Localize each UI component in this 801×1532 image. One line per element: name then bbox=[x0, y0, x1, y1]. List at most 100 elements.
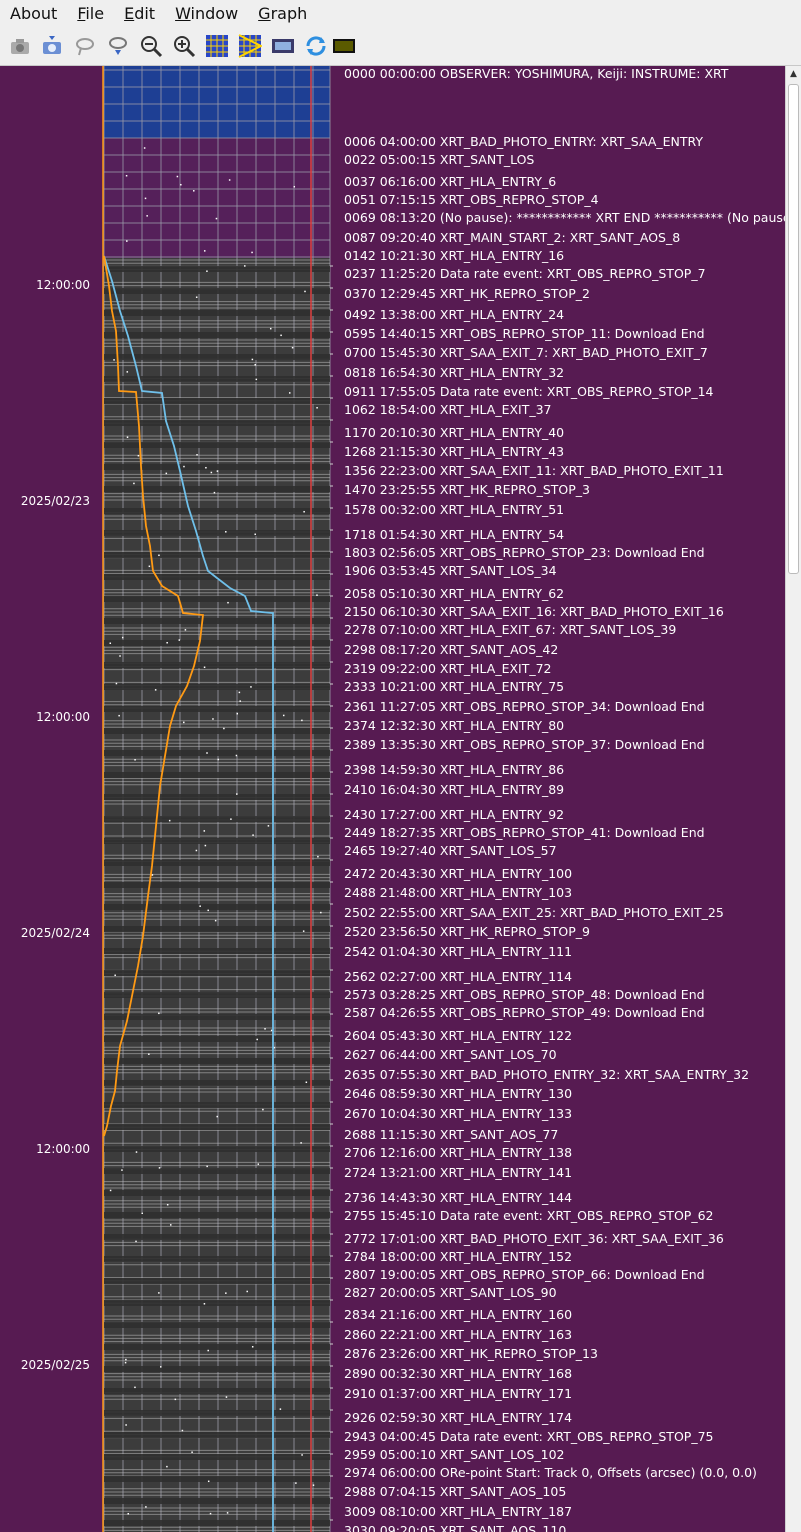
event-dot bbox=[203, 1303, 206, 1305]
track-gap bbox=[104, 1036, 330, 1042]
event-dot bbox=[118, 714, 120, 717]
event-dot bbox=[230, 818, 232, 820]
event-entry: 2058 05:10:30 XRT_HLA_ENTRY_62 bbox=[344, 586, 565, 601]
track-gap bbox=[104, 618, 330, 624]
track-gap bbox=[104, 1278, 330, 1284]
track-gap bbox=[104, 1388, 330, 1394]
track-gap bbox=[104, 1102, 330, 1108]
track-gap bbox=[104, 1212, 330, 1218]
track-gap bbox=[104, 1432, 330, 1438]
track-gap bbox=[104, 398, 330, 404]
track-gap bbox=[104, 1454, 330, 1460]
event-entry: 1718 01:54:30 XRT_HLA_ENTRY_54 bbox=[344, 527, 565, 542]
menu-graph[interactable]: Graph bbox=[258, 4, 308, 23]
event-dot bbox=[148, 565, 151, 568]
event-dot bbox=[121, 1169, 123, 1171]
event-dot bbox=[206, 752, 208, 754]
event-entry: 2943 04:00:45 Data rate event: XRT_OBS_R… bbox=[344, 1429, 714, 1444]
menu-file[interactable]: File bbox=[77, 4, 105, 23]
event-dot bbox=[125, 1358, 127, 1361]
time-axis-label: 2025/02/23 bbox=[20, 494, 90, 508]
event-dot bbox=[113, 359, 115, 361]
lasso-download-button[interactable] bbox=[104, 32, 132, 60]
event-dot bbox=[158, 1012, 160, 1015]
event-dot bbox=[291, 346, 294, 349]
event-dot bbox=[203, 666, 206, 669]
track-gap bbox=[104, 1366, 330, 1372]
menu-window[interactable]: Window bbox=[175, 4, 239, 23]
event-entry: 1170 20:10:30 XRT_HLA_ENTRY_40 bbox=[344, 425, 565, 440]
event-entry: 2890 00:32:30 XRT_HLA_ENTRY_168 bbox=[344, 1366, 573, 1381]
menu-edit[interactable]: Edit bbox=[124, 4, 156, 23]
track-gap bbox=[104, 1234, 330, 1240]
event-entry: 2319 09:22:00 XRT_HLA_EXIT_72 bbox=[344, 661, 552, 676]
event-dot bbox=[144, 197, 147, 200]
event-dot bbox=[109, 642, 112, 645]
event-dot bbox=[160, 1366, 162, 1368]
track-gap bbox=[104, 266, 330, 272]
track-gap bbox=[104, 310, 330, 316]
track-gap bbox=[104, 442, 330, 448]
scroll-up-arrow-icon[interactable]: ▲ bbox=[790, 69, 797, 79]
film-button[interactable] bbox=[269, 32, 297, 60]
event-dot bbox=[312, 1484, 315, 1486]
event-entry: 0069 08:13:20 (No pause): ************ X… bbox=[344, 210, 796, 225]
event-dot bbox=[295, 1482, 297, 1484]
event-entry: 2587 04:26:55 XRT_OBS_REPRO_STOP_49: Dow… bbox=[344, 1005, 705, 1020]
track-gap bbox=[104, 904, 330, 910]
event-dot bbox=[143, 147, 146, 149]
track-gap bbox=[104, 1344, 330, 1350]
event-dot bbox=[223, 727, 225, 730]
event-entry: 2410 16:04:30 XRT_HLA_ENTRY_89 bbox=[344, 782, 565, 797]
event-dot bbox=[316, 594, 318, 596]
event-dot bbox=[236, 793, 238, 795]
screen-button[interactable] bbox=[330, 32, 358, 60]
track-gap bbox=[104, 728, 330, 734]
event-dot bbox=[203, 250, 206, 252]
event-dot bbox=[207, 1349, 209, 1352]
event-dot bbox=[146, 215, 148, 217]
track-gap bbox=[104, 552, 330, 558]
event-dot bbox=[225, 1292, 227, 1294]
event-entry: 2706 12:16:00 XRT_HLA_ENTRY_138 bbox=[344, 1145, 573, 1160]
event-dot bbox=[288, 392, 291, 394]
camera-save-button[interactable] bbox=[38, 32, 66, 60]
track-gap bbox=[104, 970, 330, 976]
refresh-button[interactable] bbox=[302, 32, 330, 60]
event-dot bbox=[216, 470, 219, 472]
event-dot bbox=[301, 1454, 303, 1456]
track-gap bbox=[104, 1146, 330, 1152]
menu-about[interactable]: About bbox=[10, 4, 58, 23]
track-gap bbox=[104, 926, 330, 932]
lasso-button[interactable] bbox=[71, 32, 99, 60]
grid-crossed-button[interactable] bbox=[236, 32, 264, 60]
track-gap bbox=[104, 1520, 330, 1526]
zoom-out-button[interactable] bbox=[137, 32, 165, 60]
event-entry: 2150 06:10:30 XRT_SAA_EXIT_16: XRT_BAD_P… bbox=[344, 604, 724, 619]
track-gap bbox=[104, 1124, 330, 1130]
event-entry: 0492 13:38:00 XRT_HLA_ENTRY_24 bbox=[344, 307, 565, 322]
track-gap bbox=[104, 354, 330, 360]
event-dot bbox=[134, 759, 136, 761]
event-dot bbox=[305, 1081, 308, 1084]
grid-button[interactable] bbox=[203, 32, 231, 60]
camera-button[interactable] bbox=[6, 32, 34, 60]
time-axis-label: 2025/02/24 bbox=[20, 926, 90, 940]
event-dot bbox=[154, 689, 157, 691]
menu-bar: About File Edit Window Graph bbox=[0, 0, 801, 28]
event-entry: 2573 03:28:25 XRT_OBS_REPRO_STOP_48: Dow… bbox=[344, 987, 705, 1002]
track-gap bbox=[104, 530, 330, 536]
event-entry: 3030 09:20:05 XRT_SANT_AOS_110 bbox=[344, 1523, 567, 1532]
event-entry: 2635 07:55:30 XRT_BAD_PHOTO_ENTRY_32: XR… bbox=[344, 1067, 750, 1082]
vertical-scrollbar[interactable]: ▲ bbox=[785, 66, 801, 1532]
event-dot bbox=[262, 1108, 264, 1111]
saa-band bbox=[104, 66, 330, 138]
timeline-graph[interactable] bbox=[0, 66, 785, 1532]
track-gap bbox=[104, 508, 330, 514]
scroll-thumb[interactable] bbox=[788, 84, 799, 574]
event-dot bbox=[181, 1429, 184, 1432]
zoom-in-button[interactable] bbox=[170, 32, 198, 60]
film-icon bbox=[272, 39, 294, 53]
timeline-view[interactable]: 12:00:00 2025/02/23 12:00:00 2025/02/24 12:0… bbox=[0, 66, 801, 1532]
event-entry: 3009 08:10:00 XRT_HLA_ENTRY_187 bbox=[344, 1504, 573, 1519]
